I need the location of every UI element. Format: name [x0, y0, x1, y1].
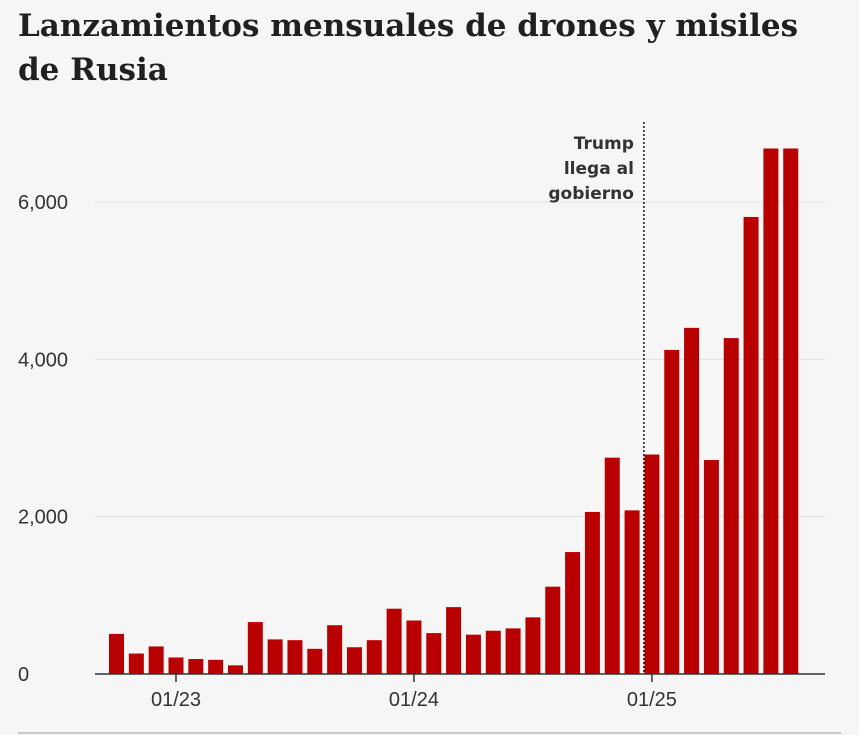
bar-05-25 [724, 338, 739, 674]
bar-08-23 [307, 649, 322, 674]
bar-01-25 [644, 455, 659, 674]
bar-02-23 [188, 659, 203, 674]
bar-12-24 [625, 510, 640, 674]
y-tick-label: 0 [18, 664, 29, 686]
x-tick-label: 01/25 [627, 689, 677, 711]
bar-10-23 [347, 647, 362, 674]
bar-08-25 [783, 149, 798, 674]
bar-11-22 [129, 654, 144, 674]
bar-chart: Trump llega al gobierno 0 2,000 4,000 6,000 01… [0, 0, 859, 735]
bar-09-23 [327, 625, 342, 674]
bar-01-23 [168, 657, 183, 674]
bar-10-24 [585, 512, 600, 674]
bar-07-24 [525, 617, 540, 674]
bar-08-24 [545, 587, 560, 674]
annotation-text: Trump [574, 134, 634, 154]
bars [109, 149, 798, 674]
bar-05-24 [486, 631, 501, 674]
x-tick-label: 01/24 [389, 689, 439, 711]
bar-04-25 [704, 460, 719, 674]
bar-12-22 [149, 646, 164, 674]
bar-12-23 [387, 609, 402, 674]
bar-06-23 [268, 639, 283, 674]
bar-03-24 [446, 607, 461, 674]
bar-02-25 [664, 350, 679, 674]
bar-03-23 [208, 660, 223, 674]
bar-01-24 [406, 621, 421, 674]
x-tick-label: 01/23 [151, 689, 201, 711]
bar-11-24 [605, 458, 620, 674]
bar-07-25 [763, 149, 778, 674]
bar-09-24 [565, 552, 580, 674]
bar-04-24 [466, 635, 481, 674]
y-tick-label: 4,000 [18, 349, 68, 371]
bar-10-22 [109, 634, 124, 674]
annotation-text: gobierno [548, 184, 634, 204]
y-tick-label: 2,000 [18, 507, 68, 529]
bar-05-23 [248, 622, 263, 674]
annotation-text: llega al [564, 159, 634, 179]
bar-04-23 [228, 665, 243, 674]
bar-06-24 [506, 628, 521, 674]
bar-02-24 [426, 633, 441, 674]
bar-07-23 [287, 640, 302, 674]
bar-03-25 [684, 328, 699, 674]
bar-11-23 [367, 640, 382, 674]
y-tick-label: 6,000 [18, 192, 68, 214]
bar-06-25 [744, 217, 759, 674]
